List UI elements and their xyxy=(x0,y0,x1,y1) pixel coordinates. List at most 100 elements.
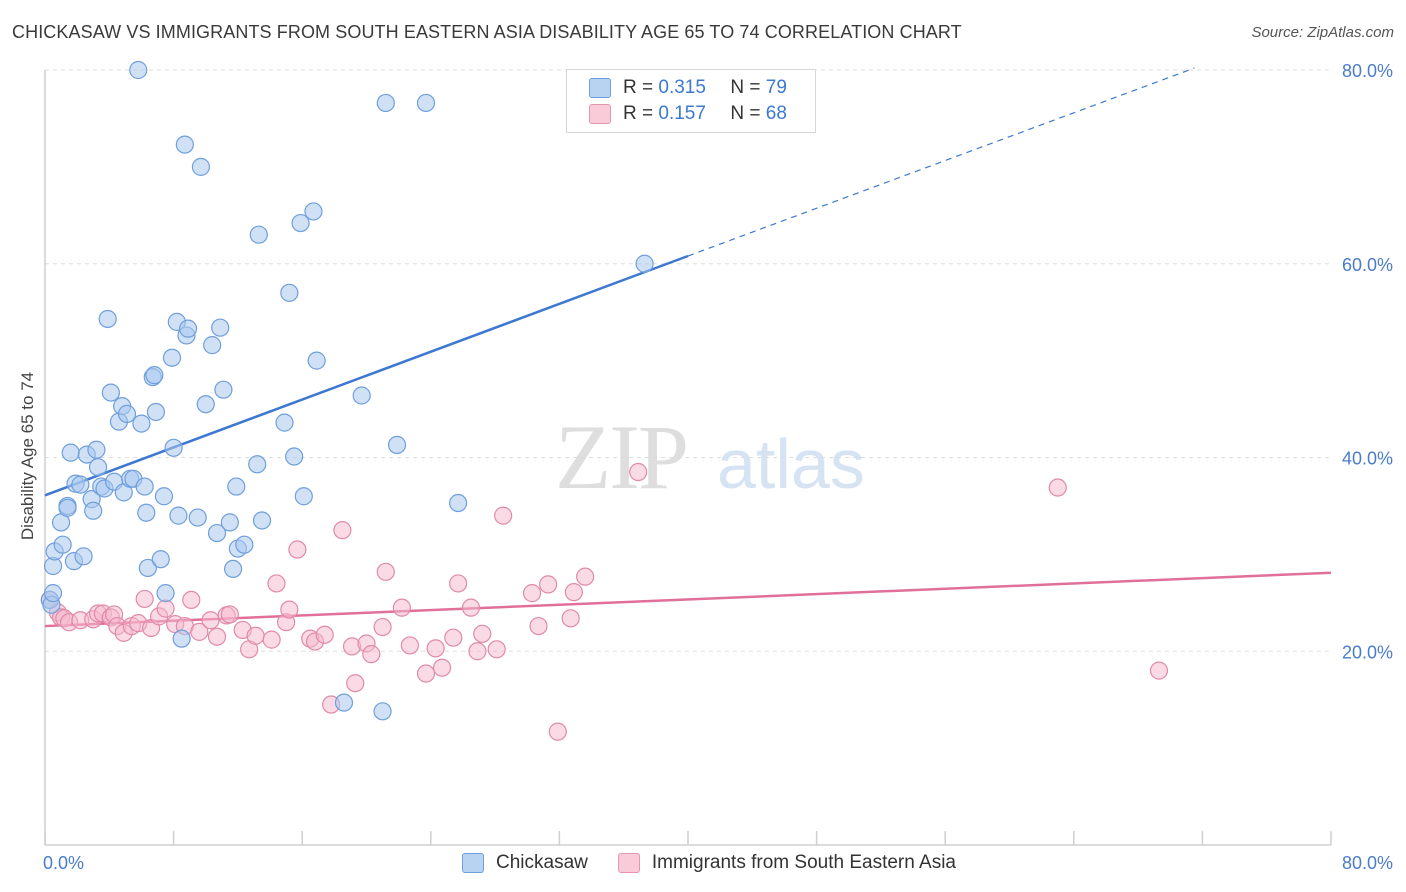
point-chickasaw xyxy=(220,513,239,532)
watermark: ZIP atlas xyxy=(555,406,865,508)
point-chickasaw xyxy=(117,404,137,424)
point-immigrants xyxy=(416,664,436,683)
y-tick-labels: 20.0% 40.0% 60.0% 80.0% xyxy=(1342,61,1393,662)
point-immigrants xyxy=(561,609,580,628)
point-chickasaw xyxy=(169,506,188,525)
point-immigrants xyxy=(473,624,492,643)
point-chickasaw xyxy=(304,202,323,221)
point-immigrants xyxy=(629,462,648,482)
series-legend-chickasaw: Chickasaw xyxy=(462,852,588,874)
point-chickasaw xyxy=(248,455,267,474)
point-chickasaw xyxy=(191,157,211,176)
point-chickasaw xyxy=(98,309,117,329)
point-immigrants xyxy=(246,626,265,645)
series-legend-label: Immigrants from South Eastern Asia xyxy=(651,852,956,873)
point-chickasaw xyxy=(132,414,151,433)
point-chickasaw xyxy=(352,386,371,405)
y-tick-label: 80.0% xyxy=(1342,61,1393,81)
point-chickasaw xyxy=(203,336,222,355)
point-chickasaw xyxy=(188,508,207,527)
point-immigrants xyxy=(426,639,445,658)
trend-lines xyxy=(44,67,1332,628)
legend-r-value: 0.315 xyxy=(658,77,706,98)
legend-n-value: 79 xyxy=(765,77,787,98)
point-immigrants xyxy=(529,616,548,636)
point-immigrants xyxy=(373,617,392,637)
legend-swatch-pink xyxy=(617,853,640,873)
point-chickasaw xyxy=(373,702,392,721)
point-immigrants xyxy=(400,636,420,655)
point-chickasaw xyxy=(135,477,154,496)
trend-line-immigrants xyxy=(44,571,1332,628)
point-immigrants xyxy=(376,562,395,581)
point-immigrants xyxy=(449,574,468,593)
y-tick-label: 40.0% xyxy=(1342,449,1393,469)
point-chickasaw xyxy=(214,380,233,399)
point-immigrants xyxy=(1149,661,1169,680)
legend-r-label: R = xyxy=(623,77,659,98)
point-chickasaw xyxy=(285,447,304,466)
legend-swatch-blue xyxy=(589,78,611,98)
point-immigrants xyxy=(564,583,583,602)
point-chickasaw xyxy=(449,493,468,513)
trend-line-chickasaw-extension xyxy=(687,67,1195,257)
point-chickasaw xyxy=(416,93,436,113)
point-chickasaw xyxy=(275,413,294,432)
legend-row-chickasaw: R = 0.315 N = 79 xyxy=(589,76,787,100)
point-chickasaw xyxy=(635,254,654,273)
point-immigrants xyxy=(267,574,286,593)
y-tick-label: 20.0% xyxy=(1342,642,1393,662)
point-chickasaw xyxy=(249,225,268,244)
x-tick-label-max: 80.0% xyxy=(1342,853,1393,873)
point-immigrants xyxy=(315,625,334,644)
legend-n-label: N = xyxy=(730,103,766,124)
point-chickasaw xyxy=(138,558,157,578)
point-chickasaw xyxy=(71,475,90,494)
point-immigrants xyxy=(346,674,365,693)
point-immigrants xyxy=(548,722,567,741)
point-chickasaw xyxy=(154,487,174,506)
trend-line-chickasaw xyxy=(44,254,689,497)
point-immigrants xyxy=(576,567,595,586)
point-immigrants xyxy=(432,658,452,677)
point-chickasaw xyxy=(178,319,198,338)
point-chickasaw xyxy=(223,559,243,579)
x-tick-label-min: 0.0% xyxy=(43,853,84,873)
point-chickasaw xyxy=(146,402,166,422)
point-immigrants xyxy=(444,628,463,647)
point-chickasaw xyxy=(291,213,310,233)
point-immigrants xyxy=(262,630,281,649)
point-immigrants xyxy=(487,640,506,659)
chart-title: CHICKASAW VS IMMIGRANTS FROM SOUTH EASTE… xyxy=(12,22,962,42)
point-immigrants xyxy=(461,598,481,617)
legend-swatch-blue xyxy=(462,853,484,873)
point-chickasaw xyxy=(53,535,72,554)
legend-n-label: N = xyxy=(730,77,766,98)
point-chickasaw xyxy=(129,60,148,80)
legend-r-value: 0.157 xyxy=(658,103,706,124)
series-legend: Chickasaw Immigrants from South Eastern … xyxy=(462,852,986,874)
point-chickasaw xyxy=(387,435,407,455)
point-chickasaw xyxy=(294,487,313,506)
point-chickasaw xyxy=(211,318,230,337)
point-immigrants xyxy=(539,575,558,594)
point-chickasaw xyxy=(58,498,77,517)
point-immigrants xyxy=(280,600,299,619)
source-label: Source: ZipAtlas.com xyxy=(1251,24,1394,41)
data-points xyxy=(40,60,1169,741)
point-chickasaw xyxy=(88,458,108,477)
series-legend-immigrants: Immigrants from South Eastern Asia xyxy=(617,852,956,874)
point-chickasaw xyxy=(252,511,272,530)
series-legend-label: Chickasaw xyxy=(496,852,588,873)
x-axis-ticks xyxy=(44,831,1332,845)
point-immigrants xyxy=(207,627,227,646)
point-immigrants xyxy=(333,521,352,540)
watermark-zip: ZIP xyxy=(555,406,687,508)
point-chickasaw xyxy=(196,395,215,414)
point-immigrants xyxy=(135,589,154,609)
watermark-atlas: atlas xyxy=(717,425,865,503)
point-immigrants xyxy=(522,584,542,603)
point-chickasaw xyxy=(307,351,326,370)
point-immigrants xyxy=(220,605,239,624)
